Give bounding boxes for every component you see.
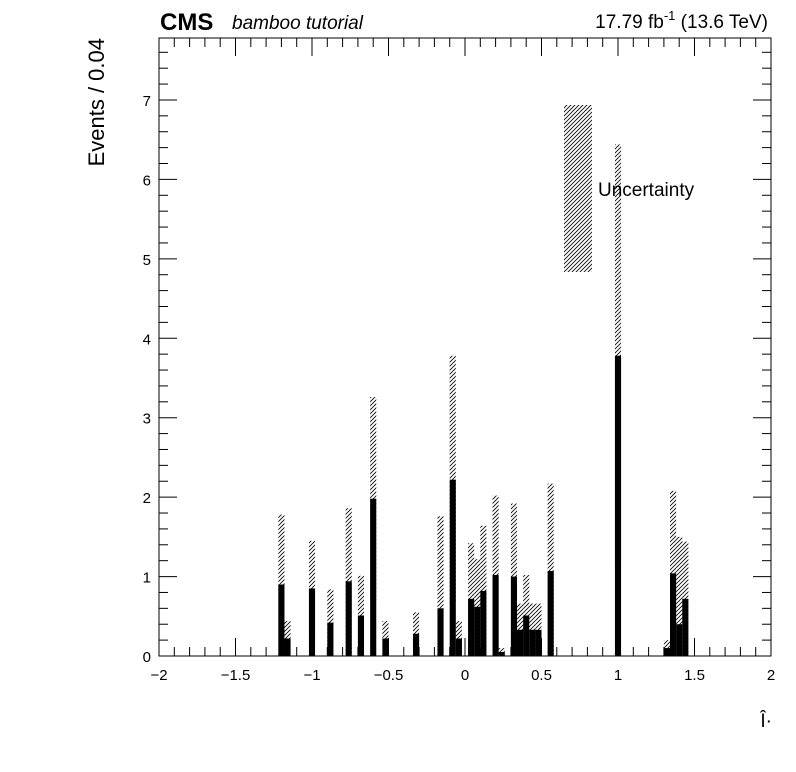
x-tick-labels: −2 −1.5 −1 −0.5 0 0.5 1 1.5 2 <box>150 667 775 684</box>
y-tick-label: 2 <box>143 490 151 507</box>
x-tick-label: −0.5 <box>374 667 404 684</box>
histogram-bar <box>449 479 456 656</box>
legend-uncertainty-swatch <box>564 105 592 272</box>
energy-value: (13.6 TeV) <box>675 12 768 33</box>
histogram-bar <box>547 571 554 656</box>
y-axis-title: Events / 0.04 <box>84 38 109 166</box>
y-tick-labels: 0 1 2 3 4 5 6 7 <box>143 93 151 666</box>
histogram-bars <box>278 355 689 656</box>
histogram-bar <box>468 598 475 656</box>
histogram-bar <box>510 576 518 656</box>
histogram-bar <box>676 624 683 656</box>
uncertainty-band <box>663 640 671 656</box>
experiment-label: CMS <box>160 9 213 36</box>
histogram-bar <box>308 588 316 656</box>
histogram-bar <box>284 638 291 656</box>
y-tick-label: 3 <box>143 411 151 428</box>
uncertainty-band <box>474 559 481 655</box>
histogram-bar <box>517 629 524 656</box>
histogram-bar <box>523 615 530 656</box>
lumi-unit-exponent: -1 <box>664 8 676 23</box>
histogram-bar <box>682 598 689 656</box>
histogram-bar <box>474 606 481 656</box>
histogram-bar <box>670 573 677 656</box>
x-tick-label: −1 <box>303 667 320 684</box>
histogram-bar <box>455 638 462 656</box>
y-tick-label: 4 <box>143 331 151 348</box>
legend-uncertainty-label: Uncertainty <box>598 180 695 201</box>
histogram-bar <box>529 629 536 656</box>
x-tick-label: −1.5 <box>221 667 251 684</box>
uncertainty-band <box>547 483 554 656</box>
histogram-bar <box>278 584 285 656</box>
histogram-bar <box>412 633 420 656</box>
histogram-bar <box>480 590 487 656</box>
histogram-bar <box>437 608 444 656</box>
histogram-bar <box>492 574 499 656</box>
x-tick-label: 2 <box>767 667 775 684</box>
histogram-bar <box>327 622 334 656</box>
histogram-bar <box>663 648 671 656</box>
histogram-bar <box>345 581 352 656</box>
subtitle-label: bamboo tutorial <box>232 13 364 34</box>
x-axis-title: Î· <box>759 710 772 732</box>
lumi-value: 17.79 fb <box>595 12 664 33</box>
histogram-bar <box>614 355 622 656</box>
axis-ticks <box>158 38 772 657</box>
x-tick-label: 0.5 <box>531 667 552 684</box>
histogram-bar <box>370 498 377 656</box>
x-tick-label: 1 <box>614 667 622 684</box>
uncertainty-band <box>676 536 683 656</box>
histogram-bar <box>498 652 505 656</box>
y-tick-label: 5 <box>143 252 151 269</box>
y-tick-label: 7 <box>143 93 151 110</box>
y-tick-label: 1 <box>143 570 151 587</box>
x-tick-label: −2 <box>150 667 167 684</box>
uncertainty-band <box>437 516 444 656</box>
x-tick-label: 1.5 <box>684 667 705 684</box>
histogram-bar <box>535 629 542 656</box>
uncertainty-band <box>412 612 420 656</box>
x-tick-label: 0 <box>461 667 469 684</box>
y-tick-label: 6 <box>143 172 151 189</box>
uncertainty-bands <box>278 144 689 656</box>
y-tick-label: 0 <box>143 649 151 666</box>
histogram-bar <box>357 615 365 656</box>
lumi-label: 17.79 fb-1 (13.6 TeV) <box>595 8 768 33</box>
histogram-bar <box>382 638 389 656</box>
